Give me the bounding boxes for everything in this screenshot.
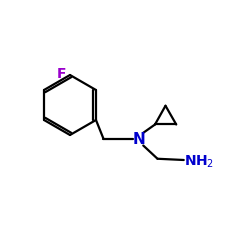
Text: F: F <box>57 67 67 81</box>
Text: NH$_2$: NH$_2$ <box>184 154 214 170</box>
Text: N: N <box>132 132 145 148</box>
